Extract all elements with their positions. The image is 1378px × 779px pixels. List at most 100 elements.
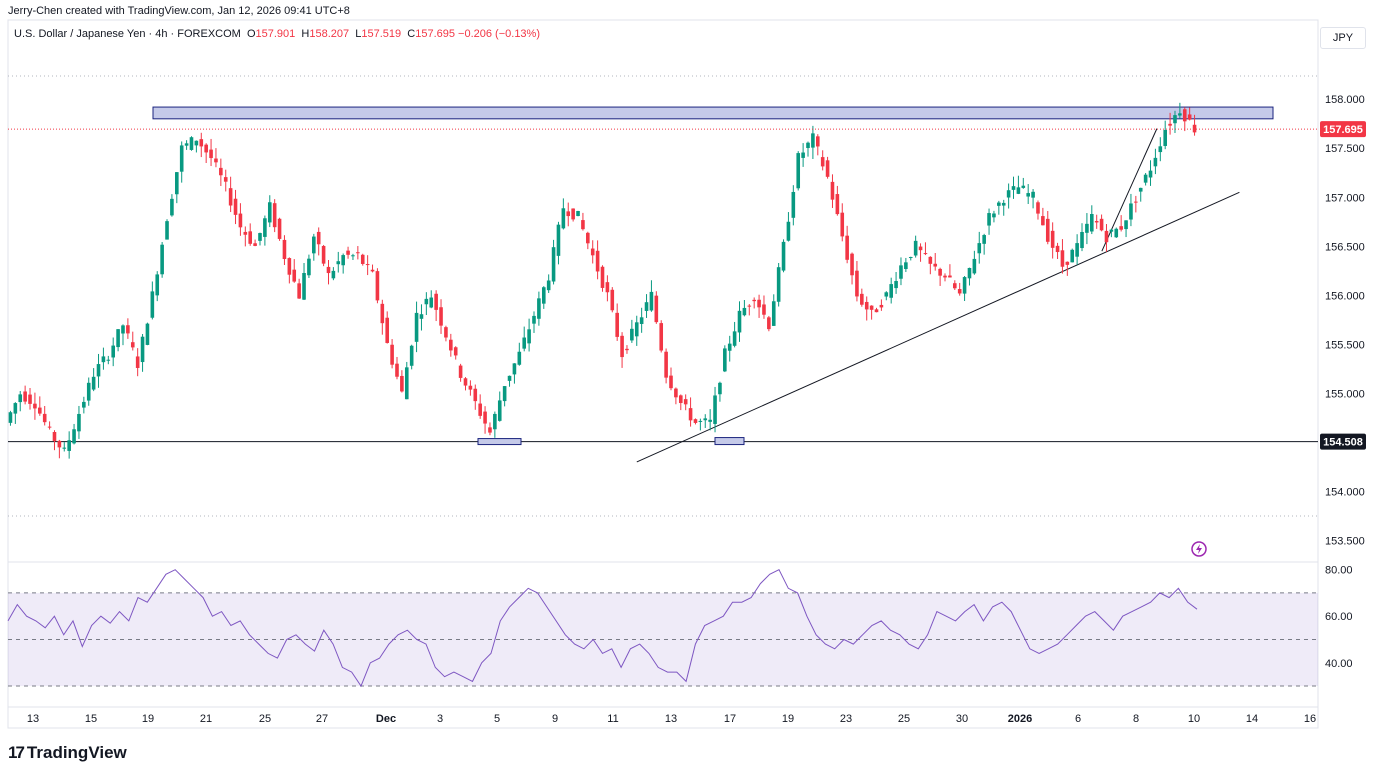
- candle-body: [390, 344, 394, 365]
- candle-body: [869, 305, 874, 310]
- candle-body: [664, 351, 668, 378]
- candle-body: [762, 304, 766, 315]
- candle-body: [1168, 123, 1172, 126]
- time-tick-label: 5: [494, 713, 500, 725]
- candle-body: [483, 411, 487, 424]
- candle-body: [713, 395, 717, 424]
- candle-body: [1099, 218, 1104, 231]
- candle-body: [449, 339, 453, 351]
- candle-body: [952, 283, 957, 289]
- candle-body: [341, 255, 345, 266]
- candle-body: [1041, 216, 1045, 226]
- time-tick-label: 25: [259, 713, 271, 725]
- candle-body: [855, 270, 859, 297]
- candle-body: [116, 329, 120, 348]
- candle-body: [86, 382, 91, 401]
- candle-body: [600, 266, 605, 288]
- tradingview-logo-icon: 17: [8, 743, 25, 762]
- candle-body: [439, 307, 443, 326]
- candle-body: [874, 309, 879, 313]
- candle-body: [1119, 226, 1123, 230]
- candle-body: [566, 211, 571, 217]
- price-label: 157.695: [1323, 124, 1363, 136]
- candle-body: [258, 233, 262, 241]
- candle-body: [1163, 129, 1167, 146]
- resistance-zone: [152, 106, 1274, 120]
- candle-body: [1114, 228, 1119, 238]
- candle-body: [674, 388, 678, 398]
- candle-body: [111, 345, 115, 358]
- candle-body: [135, 356, 140, 368]
- candle-body: [18, 394, 23, 403]
- price-tick-label: 155.000: [1325, 388, 1365, 400]
- candle-body: [1158, 146, 1163, 153]
- candle-body: [512, 363, 517, 375]
- candle-body: [297, 283, 301, 299]
- candle-body: [830, 181, 835, 200]
- candle-body: [121, 325, 125, 334]
- candle-body: [771, 301, 776, 326]
- candle-body: [307, 258, 311, 276]
- candle-body: [737, 310, 742, 333]
- candle-body: [96, 364, 101, 377]
- candle-body: [1178, 113, 1182, 116]
- candle-body: [757, 299, 761, 308]
- candle-body: [502, 386, 507, 402]
- candle-body: [1026, 193, 1030, 197]
- time-tick-label: 23: [840, 713, 852, 725]
- candle-body: [894, 281, 898, 289]
- candle-body: [1129, 203, 1133, 220]
- candle-body: [184, 143, 189, 146]
- candle-body: [57, 440, 62, 448]
- time-tick-label: 2026: [1008, 713, 1032, 725]
- candle-body: [497, 400, 502, 421]
- candle-body: [625, 348, 629, 351]
- candle-body: [385, 317, 390, 343]
- candle-body: [1104, 230, 1109, 243]
- candle-body: [33, 403, 37, 409]
- trendline-major: [636, 191, 1240, 463]
- lightning-icon-bolt: [1196, 544, 1202, 554]
- candle-body: [1011, 186, 1016, 190]
- candle-body: [62, 447, 67, 449]
- time-tick-label: 8: [1133, 713, 1139, 725]
- candle-body: [541, 287, 546, 304]
- candle-body: [786, 221, 791, 241]
- candle-body: [581, 220, 585, 230]
- candle-body: [72, 429, 76, 444]
- currency-button[interactable]: JPY: [1320, 27, 1366, 49]
- candle-body: [620, 335, 624, 358]
- candle-body: [781, 241, 786, 271]
- candle-body: [610, 289, 615, 311]
- candle-body: [101, 356, 106, 363]
- candle-body: [272, 203, 277, 228]
- candle-body: [551, 247, 556, 282]
- candle-body: [1124, 220, 1128, 230]
- candle-body: [414, 312, 419, 342]
- candle-body: [630, 328, 634, 341]
- candle-body: [752, 299, 756, 302]
- candle-body: [835, 194, 840, 215]
- candle-body: [253, 243, 257, 246]
- candle-body: [1094, 221, 1099, 223]
- candle-body: [913, 240, 918, 256]
- candle-body: [644, 302, 649, 311]
- candle-body: [860, 293, 864, 305]
- candle-body: [688, 408, 693, 421]
- candle-body: [678, 395, 683, 404]
- candle-body: [586, 232, 590, 244]
- rsi-tick-label: 60.00: [1325, 611, 1353, 623]
- candle-body: [1085, 223, 1089, 233]
- candle-body: [194, 140, 199, 146]
- candle-body: [1016, 187, 1021, 194]
- time-tick-label: 27: [316, 713, 328, 725]
- tradingview-logo[interactable]: 17 TradingView: [8, 743, 127, 763]
- candle-body: [52, 431, 57, 442]
- candle-body: [899, 265, 903, 279]
- candle-body: [23, 391, 27, 402]
- candle-body: [517, 351, 522, 365]
- candle-body: [561, 208, 566, 229]
- candle-body: [409, 345, 414, 366]
- candle-body: [1143, 174, 1148, 183]
